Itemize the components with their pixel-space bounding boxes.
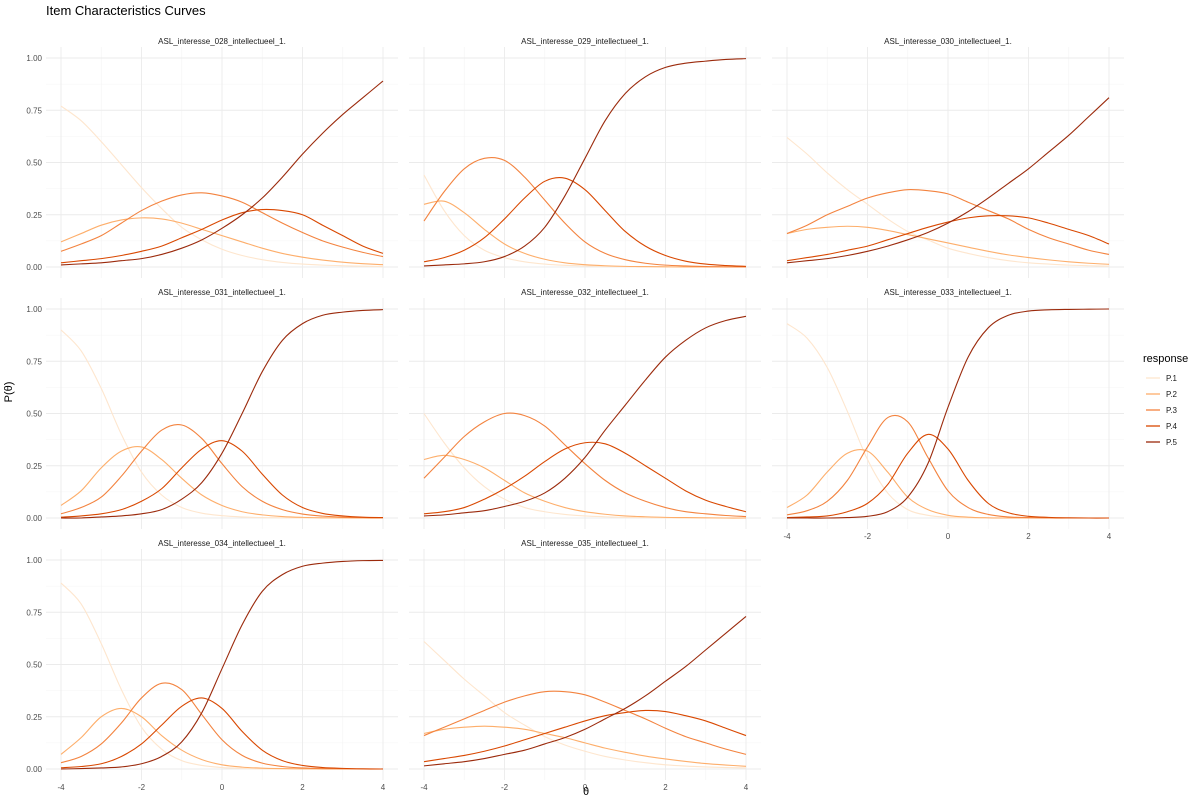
x-tick-label: 0 xyxy=(583,783,588,792)
curve-p1 xyxy=(60,105,384,268)
y-axis-title: P(θ) xyxy=(3,382,15,403)
curve-p5 xyxy=(423,315,747,517)
facet-panel: ASL_interesse_032_intellectueel_1. xyxy=(409,288,761,529)
x-tick-label: -2 xyxy=(864,532,872,541)
x-tick-label: 0 xyxy=(220,783,225,792)
x-axis-title: θ xyxy=(583,786,589,798)
curve-p5 xyxy=(423,616,747,767)
y-tick-label: 1.00 xyxy=(26,305,42,314)
y-tick-label: 0.50 xyxy=(26,159,42,168)
curve-p2 xyxy=(423,725,747,767)
facet-strip-label: ASL_interesse_031_intellectueel_1. xyxy=(158,288,286,297)
x-tick-label: 4 xyxy=(1107,532,1112,541)
curve-p3 xyxy=(786,189,1110,255)
curve-p1 xyxy=(423,641,747,769)
curve-p1 xyxy=(786,136,1110,267)
y-tick-label: 0.50 xyxy=(26,410,42,419)
curve-p4 xyxy=(60,697,384,770)
y-tick-label: 0.75 xyxy=(26,357,42,366)
curve-p2 xyxy=(60,217,384,266)
facet-strip-label: ASL_interesse_033_intellectueel_1. xyxy=(884,288,1012,297)
curve-p3 xyxy=(60,682,384,770)
curve-p4 xyxy=(60,208,384,264)
curve-p3 xyxy=(423,156,747,268)
curve-p3 xyxy=(60,424,384,519)
legend-label: P.2 xyxy=(1166,390,1178,399)
curve-p5 xyxy=(60,80,384,266)
y-tick-label: 1.00 xyxy=(26,556,42,565)
facet-strip-label: ASL_interesse_029_intellectueel_1. xyxy=(521,37,649,46)
facet-panel: ASL_interesse_035_intellectueel_1. -4 -2 0 2… xyxy=(409,539,761,792)
y-tick-label: 0.75 xyxy=(26,608,42,617)
x-tick-label: -4 xyxy=(783,532,791,541)
legend-label: P.4 xyxy=(1166,422,1178,431)
x-tick-label: 2 xyxy=(1026,532,1031,541)
curve-p4 xyxy=(423,441,747,515)
y-tick-label: 0.25 xyxy=(26,462,42,471)
curve-p4 xyxy=(423,709,747,763)
curve-p4 xyxy=(423,177,747,267)
y-tick-label: 1.00 xyxy=(26,54,42,63)
facet-panel: ASL_interesse_033_intellectueel_1. -4 -2 0 2… xyxy=(772,288,1124,541)
x-tick-label: -4 xyxy=(420,783,428,792)
curve-p5 xyxy=(60,309,384,519)
x-tick-label: -2 xyxy=(138,783,146,792)
facet-panels: ASL_interesse_028_intellectueel_1. 0.00 0.… xyxy=(26,37,1124,792)
facet-panel: ASL_interesse_028_intellectueel_1. 0.00 0.… xyxy=(26,37,398,278)
x-tick-label: 2 xyxy=(663,783,668,792)
facet-panel: ASL_interesse_030_intellectueel_1. xyxy=(772,37,1124,278)
chart-title: Item Characteristics Curves xyxy=(46,3,206,18)
y-tick-label: 0.00 xyxy=(26,263,42,272)
x-tick-label: 2 xyxy=(300,783,305,792)
facet-strip-label: ASL_interesse_030_intellectueel_1. xyxy=(884,37,1012,46)
legend-label: P.3 xyxy=(1166,406,1178,415)
curve-p4 xyxy=(786,433,1110,519)
curve-p3 xyxy=(423,690,747,755)
x-tick-label: 4 xyxy=(744,783,749,792)
legend-label: P.5 xyxy=(1166,438,1178,447)
facet-panel: ASL_interesse_034_intellectueel_1. 0.00 0.… xyxy=(26,539,398,792)
facet-panel: ASL_interesse_029_intellectueel_1. xyxy=(409,37,761,278)
curve-p5 xyxy=(423,58,747,267)
x-tick-label: -4 xyxy=(57,783,65,792)
legend: response P.1 P.2 P.3 P.4 P.5 xyxy=(1143,353,1188,447)
curve-p3 xyxy=(60,192,384,258)
curve-p4 xyxy=(786,214,1110,262)
facet-strip-label: ASL_interesse_034_intellectueel_1. xyxy=(158,539,286,548)
y-tick-label: 0.50 xyxy=(26,661,42,670)
curve-p2 xyxy=(786,225,1110,265)
curve-p5 xyxy=(786,97,1110,264)
curve-p2 xyxy=(423,454,747,519)
legend-title: response xyxy=(1143,353,1188,365)
x-tick-label: 0 xyxy=(946,532,951,541)
curve-p5 xyxy=(787,308,1110,519)
y-tick-label: 0.00 xyxy=(26,765,42,774)
facet-panel: ASL_interesse_031_intellectueel_1. 0.00 0.… xyxy=(26,288,398,529)
y-tick-label: 0.75 xyxy=(26,106,42,115)
legend-label: P.1 xyxy=(1166,374,1178,383)
curve-p4 xyxy=(60,440,384,519)
curve-p2 xyxy=(423,200,746,268)
curve-p2 xyxy=(60,445,384,519)
x-tick-label: -2 xyxy=(501,783,509,792)
y-tick-label: 0.00 xyxy=(26,514,42,523)
facet-strip-label: ASL_interesse_032_intellectueel_1. xyxy=(521,288,649,297)
x-tick-label: 4 xyxy=(381,783,386,792)
y-tick-label: 0.25 xyxy=(26,211,42,220)
facet-strip-label: ASL_interesse_028_intellectueel_1. xyxy=(158,37,286,46)
curve-p5 xyxy=(60,559,384,770)
curve-p3 xyxy=(423,412,747,518)
y-tick-label: 0.25 xyxy=(26,713,42,722)
facet-strip-label: ASL_interesse_035_intellectueel_1. xyxy=(521,539,649,548)
